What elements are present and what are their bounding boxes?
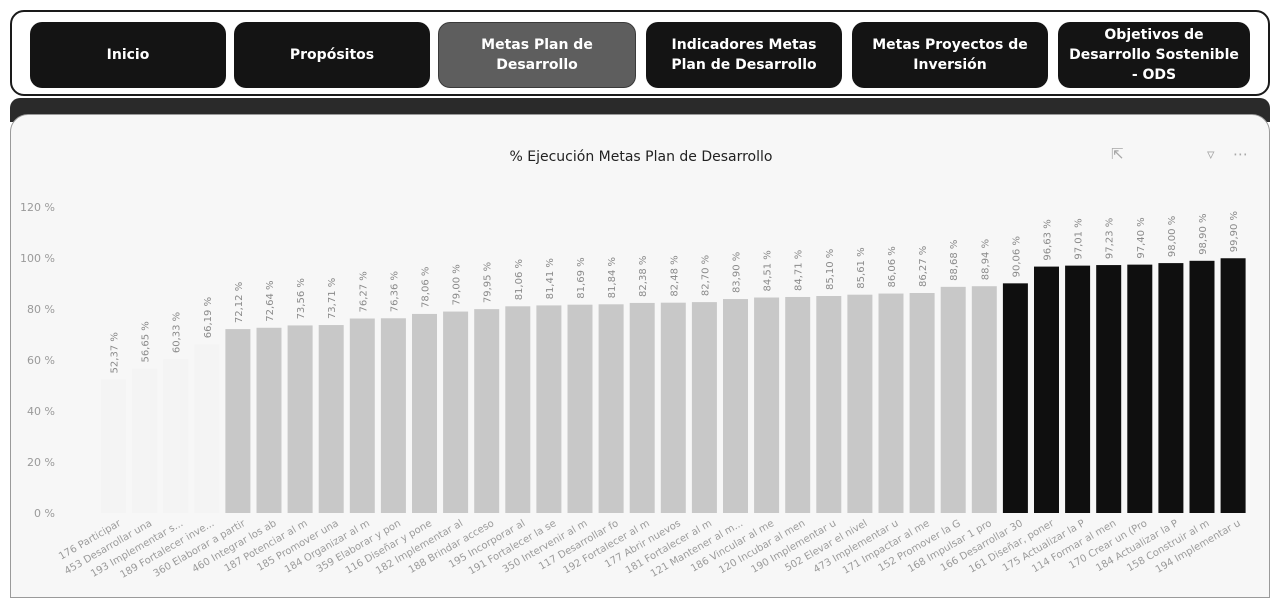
more-options-icon[interactable]: ⋯ (1233, 145, 1248, 163)
bar[interactable] (816, 295, 842, 513)
y-tick-label: 120 % (20, 201, 55, 214)
bar[interactable] (1189, 260, 1215, 513)
data-label: 90,06 % (1011, 236, 1022, 277)
data-label: 81,41 % (545, 258, 556, 299)
bar[interactable] (536, 305, 562, 513)
data-label: 85,61 % (856, 247, 867, 288)
data-label: 82,70 % (700, 255, 711, 296)
y-tick-label: 20 % (27, 456, 55, 469)
data-label: 82,38 % (638, 256, 649, 297)
bar[interactable] (1220, 258, 1246, 513)
bar[interactable] (691, 302, 717, 513)
data-label: 79,95 % (483, 262, 494, 303)
nav-button-indicadores-metas[interactable]: Indicadores Metas Plan de Desarrollo (646, 22, 842, 88)
bar[interactable] (909, 293, 935, 513)
data-label: 98,90 % (1198, 213, 1209, 254)
bar[interactable] (256, 327, 282, 513)
data-label: 78,06 % (421, 267, 432, 308)
y-tick-label: 60 % (27, 354, 55, 367)
bar[interactable] (412, 313, 437, 513)
data-label: 97,40 % (1136, 217, 1147, 258)
bar[interactable] (163, 359, 189, 513)
data-label: 82,48 % (669, 255, 680, 296)
data-label: 73,71 % (327, 278, 338, 319)
data-label: 76,27 % (358, 271, 369, 312)
chart-title: % Ejecución Metas Plan de Desarrollo (509, 149, 773, 165)
bar[interactable] (660, 302, 686, 513)
bar[interactable] (940, 286, 966, 513)
data-label: 97,23 % (1105, 218, 1116, 259)
bar[interactable] (785, 296, 811, 513)
bar[interactable] (1002, 283, 1028, 513)
bar[interactable] (1127, 264, 1153, 513)
data-label: 72,64 % (265, 280, 276, 321)
data-label: 84,51 % (763, 250, 774, 291)
bar[interactable] (598, 304, 624, 513)
bar[interactable] (1158, 263, 1184, 513)
data-label: 56,65 % (141, 321, 152, 362)
bar[interactable] (971, 286, 997, 513)
bar[interactable] (349, 318, 375, 513)
nav-button-ods[interactable]: Objetivos de Desarrollo Sostenible - ODS (1058, 22, 1250, 88)
nav-button-metas-plan-desarrollo[interactable]: Metas Plan de Desarrollo (438, 22, 636, 88)
data-label: 60,33 % (172, 312, 183, 353)
data-label: 79,00 % (452, 264, 463, 305)
data-label: 86,27 % (918, 246, 929, 287)
data-label: 96,63 % (1043, 219, 1054, 260)
chart-panel: % Ejecución Metas Plan de Desarrollo ⇱ ▿… (10, 114, 1270, 598)
bar[interactable] (194, 344, 220, 513)
data-label: 83,90 % (732, 252, 743, 293)
data-label: 86,06 % (887, 246, 898, 287)
y-tick-label: 100 % (20, 252, 55, 265)
bar[interactable] (567, 304, 593, 513)
data-label: 81,69 % (576, 257, 587, 298)
bar[interactable] (723, 299, 748, 513)
bar[interactable] (1065, 265, 1091, 513)
navigation-bar: Inicio Propósitos Metas Plan de Desarrol… (10, 10, 1270, 96)
data-label: 98,00 % (1167, 216, 1178, 257)
data-label: 72,12 % (234, 282, 245, 323)
data-label: 88,94 % (980, 239, 991, 280)
data-label: 85,10 % (825, 249, 836, 290)
bar[interactable] (474, 309, 500, 513)
data-label: 99,90 % (1229, 211, 1240, 252)
bar[interactable] (443, 311, 469, 513)
bar[interactable] (318, 325, 344, 513)
bar-chart: 0 %20 %40 %60 %80 %100 %120 %52,37 %176 … (20, 201, 1246, 581)
focus-mode-icon[interactable]: ⇱ (1111, 145, 1124, 163)
nav-button-inicio[interactable]: Inicio (30, 22, 226, 88)
bar[interactable] (847, 294, 873, 513)
data-label: 88,68 % (949, 240, 960, 281)
nav-button-propositos[interactable]: Propósitos (234, 22, 430, 88)
bar[interactable] (101, 379, 126, 513)
y-tick-label: 40 % (27, 405, 55, 418)
data-label: 66,19 % (203, 297, 214, 338)
bar[interactable] (132, 368, 158, 513)
data-label: 76,36 % (389, 271, 400, 312)
filter-icon[interactable]: ▿ (1207, 145, 1215, 163)
bar[interactable] (1034, 266, 1059, 513)
bar[interactable] (225, 329, 251, 513)
bar[interactable] (878, 293, 904, 513)
bar[interactable] (287, 325, 313, 513)
bar[interactable] (380, 318, 406, 513)
bar[interactable] (1096, 265, 1122, 513)
y-tick-label: 80 % (27, 303, 55, 316)
data-label: 81,06 % (514, 259, 525, 300)
data-label: 84,71 % (794, 250, 805, 291)
data-label: 73,56 % (296, 278, 307, 319)
data-label: 52,37 % (110, 332, 121, 373)
bar[interactable] (505, 306, 531, 513)
bar[interactable] (754, 297, 780, 513)
nav-button-metas-proyectos-inversion[interactable]: Metas Proyectos de Inversión (852, 22, 1048, 88)
y-tick-label: 0 % (34, 507, 55, 520)
bar[interactable] (629, 302, 655, 513)
data-label: 97,01 % (1074, 218, 1085, 259)
data-label: 81,84 % (607, 257, 618, 298)
